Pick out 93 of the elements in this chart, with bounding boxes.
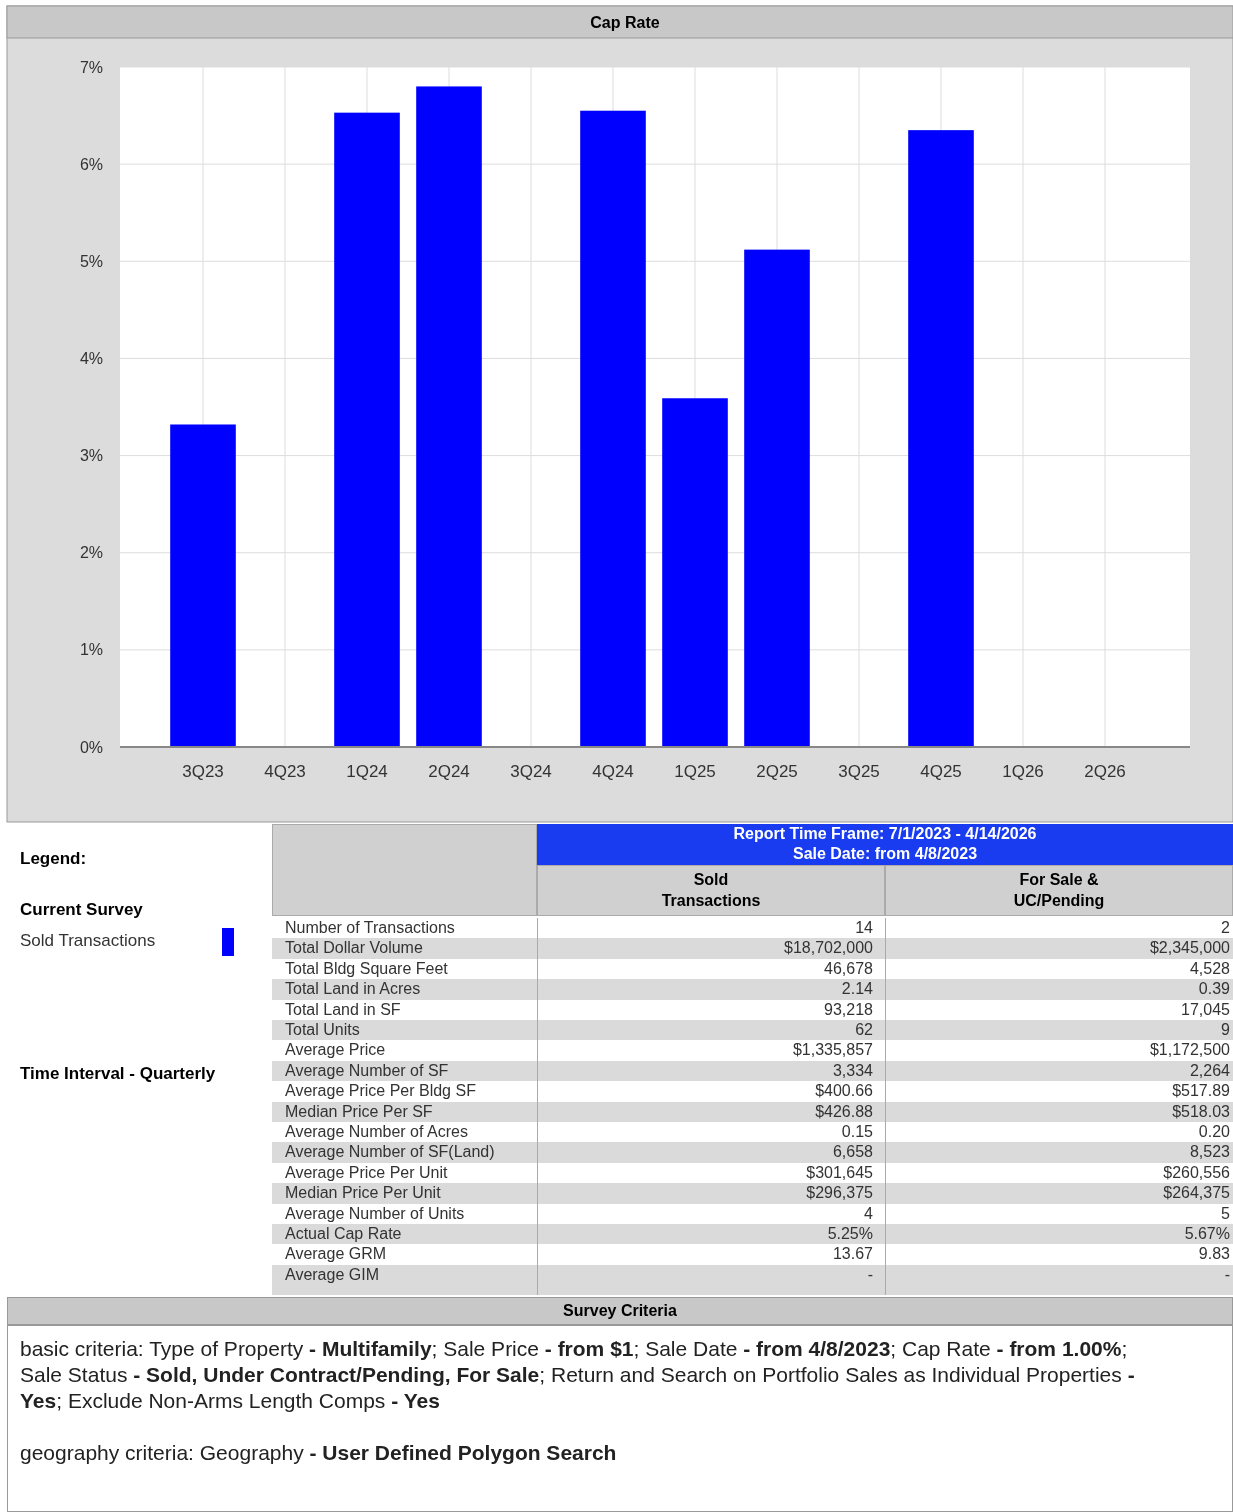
category-label: Average Number of Acres — [285, 1123, 468, 1140]
text: $1,172,500 — [1149, 1041, 1230, 1059]
text: $296,375 — [806, 1184, 873, 1202]
text: 5 — [1221, 1204, 1230, 1222]
text: 0.15 — [841, 1123, 873, 1140]
category-label: Total Land in SF — [285, 1000, 401, 1018]
text: 13.67 — [832, 1245, 873, 1263]
x-tick-label: 2Q26 — [1084, 762, 1126, 781]
text: $517.89 — [1172, 1082, 1230, 1100]
text: $264,375 — [1163, 1184, 1230, 1202]
category-label: Average Price — [285, 1041, 386, 1059]
x-tick-label: 3Q25 — [838, 762, 880, 781]
category-label: Median Price Per Unit — [285, 1184, 441, 1202]
text: 0.39 — [1198, 980, 1230, 998]
legend-title: Current Survey — [20, 900, 144, 919]
text: Sold Transactions — [20, 931, 156, 950]
text: 14 — [855, 919, 873, 936]
category-label: Average GRM — [285, 1245, 387, 1263]
bar — [662, 398, 728, 747]
x-tick-label: 1Q25 — [674, 762, 716, 781]
category-label: Average GIM — [285, 1265, 379, 1283]
category-label: Total Land in Acres — [285, 980, 421, 998]
bar — [416, 86, 482, 747]
category-label: Total Bldg Square Feet — [285, 959, 448, 977]
category-label: Median Price Per SF — [285, 1102, 433, 1120]
x-tick-label: 2Q24 — [428, 762, 470, 781]
text: - — [867, 1265, 873, 1283]
text: 17,045 — [1181, 1000, 1230, 1018]
x-tick-label: 3Q24 — [510, 762, 552, 781]
text: $518.03 — [1172, 1102, 1230, 1120]
text: basic criteria: Type of Property - Multifamily; Sale Price - from $1; Sale Date - from 4/8/2023; Cap Rate - from 1.00%; Sale Status - Sold, Under Contract/Pending, For Sale; Return and Search on Portfolio Sales as Individual Properties - Yes; Exclude Non-Arms Length Comps - Yes — [20, 1337, 1135, 1412]
x-tick-label: 4Q25 — [920, 762, 962, 781]
text: Sale Date: from 4/8/2023 — [791, 844, 979, 864]
text: $1,335,857 — [792, 1041, 873, 1059]
text: Survey Criteria — [7, 1297, 1233, 1325]
bar — [908, 130, 974, 747]
category-label: Total Units — [285, 1021, 360, 1038]
text: Report Time Frame: 7/1/2023 - 4/14/2026 — [732, 824, 1038, 844]
y-tick-label: 0% — [79, 738, 103, 756]
text: $18,702,000 — [784, 939, 873, 957]
x-tick-label: 1Q24 — [346, 762, 388, 781]
category-label: Average Number of Units — [285, 1204, 465, 1222]
x-tick-label: 4Q23 — [264, 762, 306, 781]
y-tick-label: 5% — [79, 252, 103, 270]
category-label: Actual Cap Rate — [285, 1225, 402, 1242]
text: 2 — [1221, 919, 1230, 936]
category-label: For Sale & UC/Pending — [1012, 870, 1106, 911]
chart-title: Cap Rate — [590, 14, 660, 31]
x-tick-label: 3Q23 — [182, 762, 224, 781]
y-tick-label: 3% — [79, 447, 103, 465]
text: 6,658 — [832, 1143, 873, 1161]
text: 4,528 — [1189, 959, 1230, 977]
bar — [580, 110, 646, 747]
text: 0.20 — [1198, 1123, 1230, 1140]
y-tick-label: 7% — [79, 58, 103, 76]
category-label: Total Dollar Volume — [285, 939, 423, 957]
y-tick-label: 4% — [79, 350, 103, 368]
category-label: Average Number of SF(Land) — [285, 1143, 495, 1161]
category-label: Number of Transactions — [285, 919, 455, 936]
y-tick-label: 1% — [79, 641, 103, 659]
bar — [170, 424, 236, 747]
x-tick-label: 1Q26 — [1002, 762, 1044, 781]
text: 2,264 — [1189, 1061, 1230, 1079]
category-label: Sold Transactions — [660, 870, 762, 911]
text: - — [1224, 1265, 1230, 1283]
text: $2,345,000 — [1149, 939, 1230, 957]
text: $301,645 — [806, 1163, 873, 1181]
text: 9 — [1221, 1021, 1230, 1038]
bar — [744, 249, 810, 747]
text: 8,523 — [1189, 1143, 1230, 1161]
category-label: Average Price Per Unit — [285, 1163, 448, 1181]
x-tick-label: 4Q24 — [592, 762, 634, 781]
text: 5.25% — [827, 1225, 873, 1242]
y-tick-label: 2% — [79, 544, 103, 562]
bar — [334, 112, 400, 747]
category-label: Average Number of SF — [285, 1061, 449, 1079]
text: Time Interval - Quarterly — [20, 1064, 216, 1083]
text: 46,678 — [824, 959, 873, 977]
text: 2.14 — [841, 980, 873, 998]
text: geography criteria: Geography - User Defined Polygon Search — [20, 1441, 617, 1464]
text: Legend: — [20, 849, 87, 868]
category-label: Average Price Per Bldg SF — [285, 1082, 476, 1100]
text: $400.66 — [815, 1082, 873, 1100]
text: 5.67% — [1184, 1225, 1230, 1242]
text: 3,334 — [832, 1061, 873, 1079]
x-tick-label: 2Q25 — [756, 762, 798, 781]
text: $260,556 — [1163, 1163, 1230, 1181]
text: $426.88 — [815, 1102, 873, 1120]
text: 93,218 — [824, 1000, 873, 1018]
text: 9.83 — [1198, 1245, 1230, 1263]
y-tick-label: 6% — [79, 155, 103, 173]
text: 4 — [864, 1204, 873, 1222]
text: 62 — [855, 1021, 873, 1038]
